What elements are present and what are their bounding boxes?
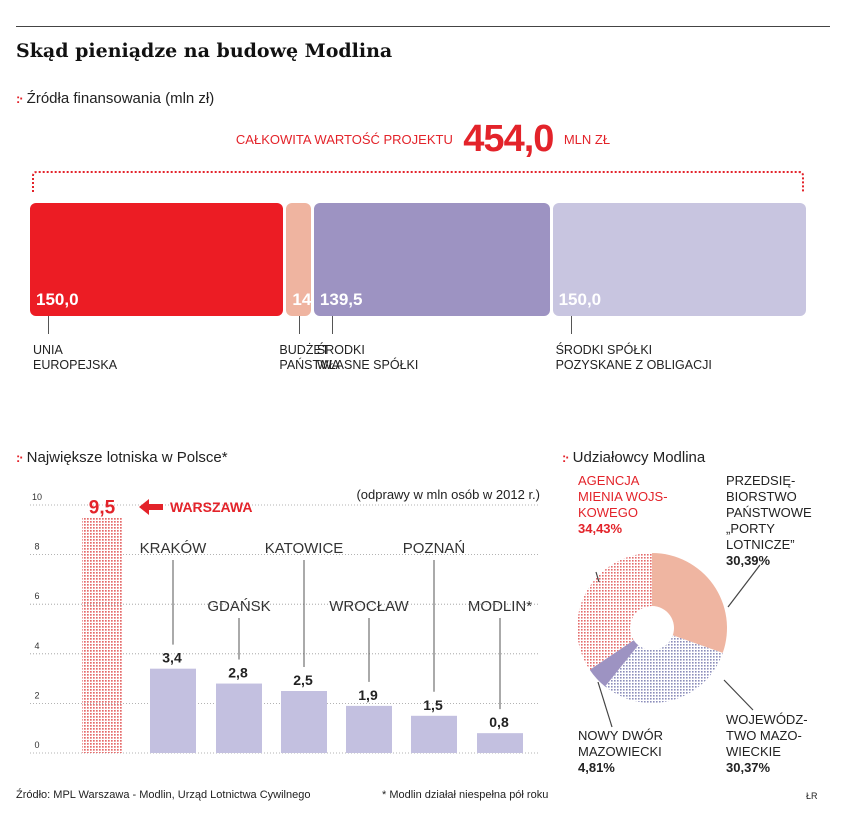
slice-label: PRZEDSIĘ- [726, 473, 795, 488]
airports-bar-chart: 0 2 4 6 8 10 (odprawy w mln osób w 2012 r.) 9,5… [30, 487, 540, 754]
category-label: POZNAŃ [403, 540, 466, 557]
slice-label: NOWY DWÓR [578, 728, 663, 743]
value-label: 0,8 [489, 714, 509, 730]
funding-segment-label: ŚRODKI SPÓŁKI POZYSKANE Z OBLIGACJI [555, 343, 712, 372]
funding-segment-value: 139,5 [319, 290, 363, 309]
slice-label: WIECKIE [726, 744, 781, 759]
arrow-left-icon [139, 499, 163, 515]
bar [281, 691, 327, 753]
leader-line [597, 681, 613, 728]
airports-section-title: Największe lotniska w Polsce* [26, 449, 228, 466]
slice-label: KOWEGO [578, 505, 638, 520]
funding-segment-leader [570, 316, 572, 334]
funding-segment-bar [286, 203, 311, 316]
bar [477, 733, 523, 753]
funding-segment-bar [313, 203, 550, 316]
category-label: KRAKÓW [140, 540, 208, 557]
category-label: KATOWICE [265, 540, 344, 557]
airports-section-heading: :· Największe lotniska w Polsce* [16, 449, 228, 466]
author-credit: ŁR [806, 791, 818, 801]
category-label: WARSZAWA [170, 499, 252, 515]
value-label: 9,5 [89, 497, 116, 518]
bar [216, 683, 262, 753]
funding-segment-value: 150,0 [558, 290, 602, 309]
y-tick-label: 8 [34, 542, 39, 552]
total-unit: MLN ZŁ [563, 132, 611, 147]
funding-segment-leader [48, 316, 49, 334]
category-label: WROCŁAW [329, 598, 409, 615]
section-marker-icon: :· [562, 450, 570, 465]
total-label: CAŁKOWITA WARTOŚĆ PROJEKTU [235, 132, 453, 147]
leader-line [723, 679, 754, 711]
funding-segment-label: BUDŻET PAŃSTWA [279, 343, 340, 372]
slice-label: MAZOWIECKI [578, 744, 662, 759]
footnote: * Modlin działał niespełna pół roku [382, 789, 549, 801]
slice-agencja [577, 553, 652, 670]
shareholders-section-heading: :· Udziałowcy Modlina [562, 449, 705, 466]
bar [346, 705, 392, 753]
slice-label: WOJEWÓDZ- [726, 712, 808, 727]
slice-label: BIORSTWO [726, 489, 797, 504]
slice-label: LOTNICZE” [726, 537, 795, 552]
value-label: 2,5 [293, 672, 313, 688]
slice-value: 4,81% [578, 760, 615, 775]
value-label: 2,8 [228, 665, 248, 681]
funding-segment-leader [331, 316, 333, 334]
funding-segment-leader [298, 316, 300, 334]
total-number: 454,0 [463, 118, 554, 160]
value-label: 3,4 [162, 650, 182, 666]
slice-label: AGENCJA [578, 473, 640, 488]
slice-label: PAŃSTWOWE [726, 505, 812, 520]
y-tick-label: 0 [34, 740, 39, 750]
slice-value: 34,43% [578, 521, 623, 536]
source-note: Źródło: MPL Warszawa - Modlin, Urząd Lot… [16, 789, 311, 801]
bar [411, 715, 457, 753]
section-marker-icon: :· [16, 450, 24, 465]
bar-warszawa [82, 517, 122, 753]
shareholders-section-title: Udziałowcy Modlina [572, 449, 706, 466]
slice-value: 30,39% [726, 553, 771, 568]
top-rule [16, 26, 830, 27]
leader-line [595, 571, 600, 583]
shareholders-donut-chart: PRZEDSIĘ-BIORSTWOPAŃSTWOWE„PORTYLOTNICZE… [577, 473, 812, 775]
category-label: MODLIN* [468, 598, 532, 615]
y-tick-label: 4 [34, 641, 39, 651]
funding-segment-bar [30, 203, 284, 316]
slice-label: „PORTY [726, 521, 775, 536]
leader-line [727, 564, 761, 608]
total-value: CAŁKOWITA WARTOŚĆ PROJEKTU 454,0 MLN ZŁ [0, 118, 846, 161]
slice-label: TWO MAZO- [726, 728, 802, 743]
category-label: GDAŃSK [207, 598, 270, 615]
funding-section-heading: :· Źródła finansowania (mln zł) [16, 90, 214, 107]
funding-segment-value: 150,0 [36, 290, 79, 309]
slice-label: MIENIA WOJS- [578, 489, 668, 504]
section-marker-icon: :· [16, 91, 24, 106]
funding-segment-label: UNIA EUROPEJSKA [33, 343, 118, 372]
bar [150, 668, 196, 753]
value-label: 1,9 [358, 687, 378, 703]
funding-section-title: Źródła finansowania (mln zł) [26, 90, 215, 107]
slice-porty-lotnicze [652, 553, 727, 653]
slice-nowy-dwor [589, 640, 639, 687]
y-tick-label: 10 [32, 492, 42, 502]
y-tick-label: 2 [34, 690, 39, 700]
funding-segment-bar [552, 203, 806, 316]
slice-wojewodztwo [605, 635, 723, 703]
page-title: Skąd pieniądze na budowę Modlina [16, 40, 393, 62]
total-bracket [32, 171, 804, 192]
slice-value: 30,37% [726, 760, 771, 775]
funding-segment-label: ŚRODKI WŁASNE SPÓŁKI [316, 343, 419, 372]
value-label: 1,5 [423, 697, 443, 713]
y-tick-label: 6 [34, 591, 39, 601]
chart-subtitle: (odprawy w mln osób w 2012 r.) [356, 487, 540, 502]
